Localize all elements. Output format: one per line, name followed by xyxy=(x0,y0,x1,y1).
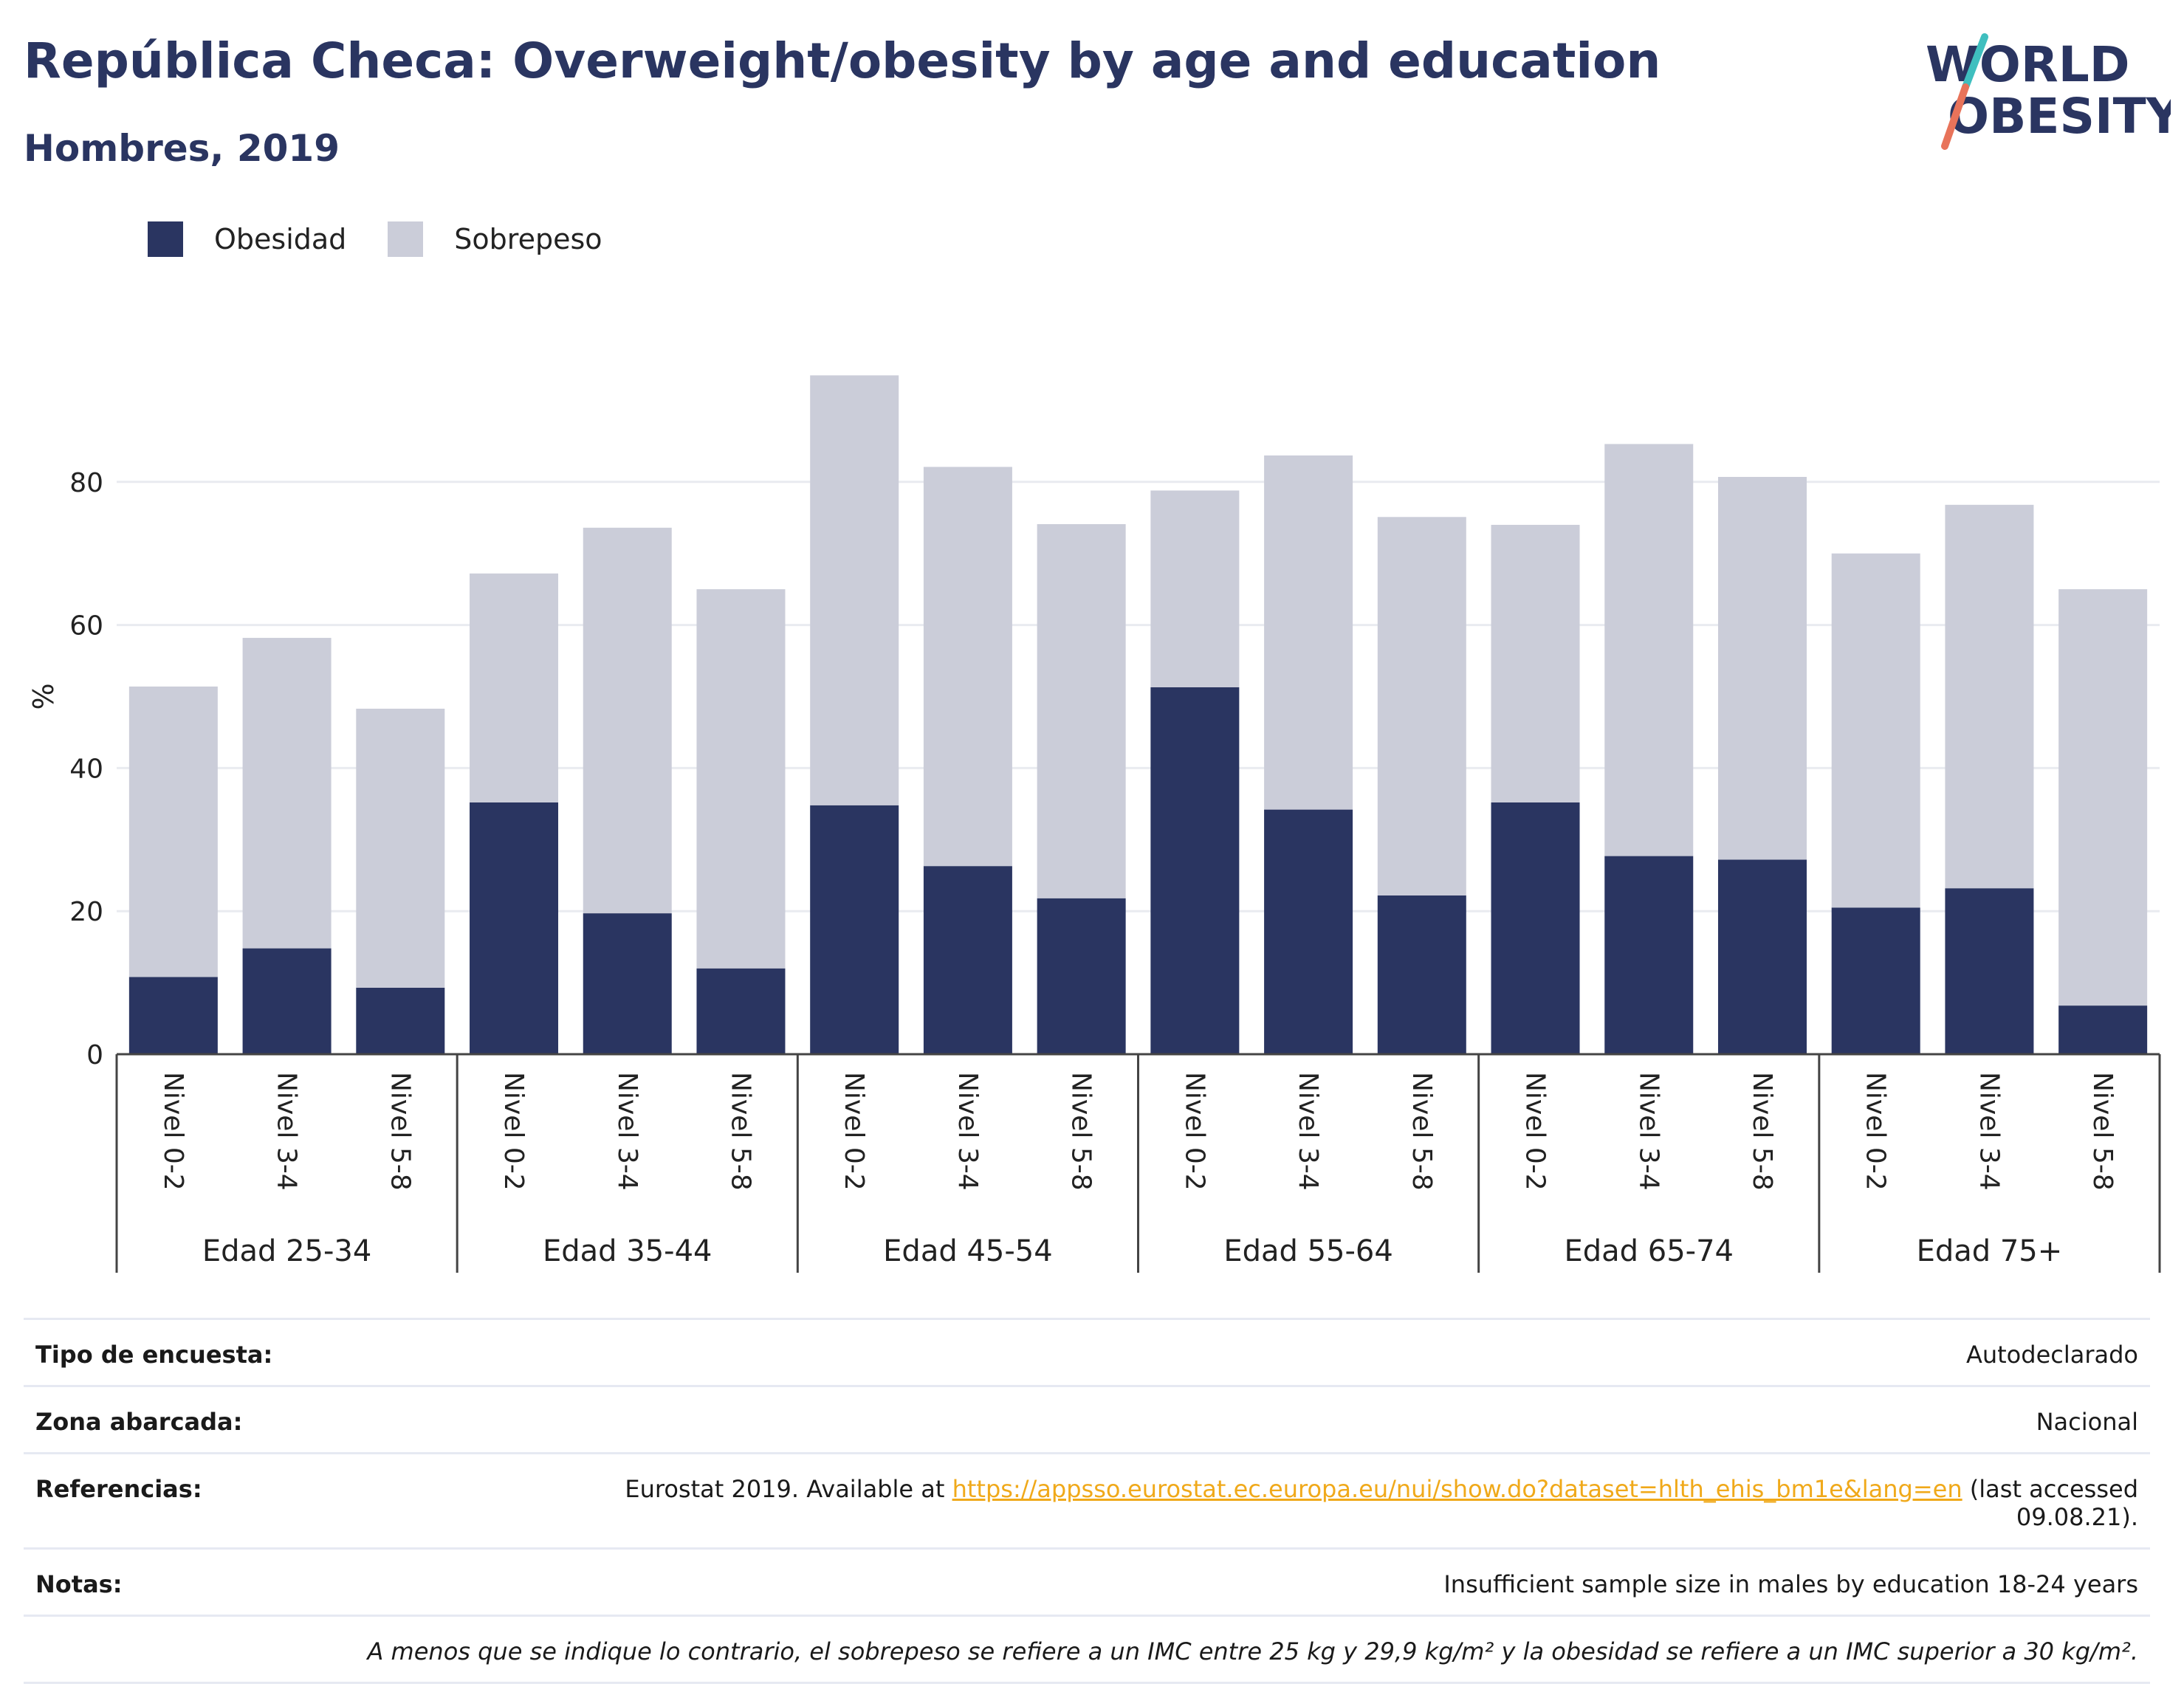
x-tick-label: Nivel 3-4 xyxy=(1293,1072,1323,1191)
bar-obesidad xyxy=(1491,802,1580,1054)
group-label: Edad 25-34 xyxy=(202,1234,372,1268)
x-tick-label: Nivel 0-2 xyxy=(158,1072,188,1191)
bar-sobrepeso xyxy=(1150,490,1240,687)
bar-obesidad xyxy=(1945,888,2034,1054)
x-tick-label: Nivel 5-8 xyxy=(385,1072,415,1191)
bar-obesidad xyxy=(1831,907,1920,1054)
info-label: Zona abarcada: xyxy=(35,1408,243,1436)
info-value: Nacional xyxy=(2036,1408,2138,1436)
stacked-bar-chart: 0 20 40 60 80% Nivel 0-2 Nivel 3-4 Nivel 5-8 Niv… xyxy=(27,375,2161,1273)
y-tick-label: 80 xyxy=(69,468,103,498)
reference-link[interactable]: https://appsso.eurostat.ec.europa.eu/nui… xyxy=(952,1475,1962,1503)
bar-sobrepeso xyxy=(923,467,1012,867)
legend-item-sobrepeso: Sobrepeso xyxy=(388,221,602,257)
bar-sobrepeso xyxy=(1037,523,1126,898)
bar-sobrepeso xyxy=(242,638,332,949)
reference-suffix: (last accessed 09.08.21). xyxy=(1962,1475,2138,1531)
info-label: Referencias: xyxy=(35,1475,202,1503)
info-label: Tipo de encuesta: xyxy=(35,1341,273,1369)
y-tick-label: 40 xyxy=(69,754,103,784)
y-axis-label: % xyxy=(27,683,60,709)
group-label: Edad 65-74 xyxy=(1564,1234,1734,1268)
legend-label-obesidad: Obesidad xyxy=(214,223,347,255)
bar-obesidad xyxy=(810,805,899,1054)
x-tick-label: Nivel 0-2 xyxy=(1861,1072,1891,1191)
bar-sobrepeso xyxy=(1945,504,2034,889)
bar-obesidad xyxy=(1717,859,1807,1054)
bar-sobrepeso xyxy=(1604,444,1694,856)
bar-sobrepeso xyxy=(696,589,786,969)
info-row-references: Referencias: Eurostat 2019. Available at… xyxy=(24,1452,2150,1547)
world-obesity-logo: WORLD OBESITY xyxy=(1926,33,2171,150)
info-label: Notas: xyxy=(35,1570,123,1598)
bar-sobrepeso xyxy=(810,375,899,805)
bar-obesidad xyxy=(1037,898,1126,1054)
bar-sobrepeso xyxy=(1264,455,1353,810)
x-tick-label: Nivel 5-8 xyxy=(1407,1072,1437,1191)
x-tick-label: Nivel 5-8 xyxy=(2087,1072,2118,1191)
x-tick-label: Nivel 3-4 xyxy=(1633,1072,1663,1191)
bar-obesidad xyxy=(128,977,218,1054)
bar-sobrepeso xyxy=(356,708,445,988)
bar-obesidad xyxy=(696,968,786,1054)
bar-obesidad xyxy=(1150,687,1240,1054)
info-table: Tipo de encuesta: Autodeclarado Zona aba… xyxy=(24,1318,2150,1684)
logo-stroke-coral xyxy=(1941,83,1969,150)
bar-sobrepeso xyxy=(583,527,672,914)
bar-obesidad xyxy=(2058,1005,2148,1054)
x-tick-label: Nivel 0-2 xyxy=(1520,1072,1551,1191)
bar-obesidad xyxy=(923,866,1012,1054)
bar-obesidad xyxy=(1377,895,1466,1054)
bar-sobrepeso xyxy=(128,686,218,977)
bar-sobrepeso xyxy=(2058,589,2148,1006)
info-value: Eurostat 2019. Available at https://apps… xyxy=(514,1475,2138,1531)
logo-stroke-teal xyxy=(1962,33,1988,91)
definition-note: A menos que se indique lo contrario, el … xyxy=(367,1637,2138,1665)
y-tick-label: 0 xyxy=(86,1040,103,1070)
chart-legend: Obesidad Sobrepeso xyxy=(148,221,644,257)
bar-sobrepeso xyxy=(1831,553,1920,908)
bar-obesidad xyxy=(356,987,445,1054)
x-tick-label: Nivel 3-4 xyxy=(952,1072,983,1191)
x-tick-label: Nivel 3-4 xyxy=(1974,1072,2004,1191)
bar-sobrepeso xyxy=(1717,477,1807,860)
page-subtitle: Hombres, 2019 xyxy=(24,127,340,170)
bar-obesidad xyxy=(470,802,559,1054)
info-value: Autodeclarado xyxy=(1965,1341,2138,1369)
logo-line1: WORLD xyxy=(1926,36,2130,93)
legend-swatch-obesidad xyxy=(148,221,183,257)
info-value: Insufficient sample size in males by edu… xyxy=(1443,1570,2138,1598)
group-label: Edad 55-64 xyxy=(1223,1234,1393,1268)
x-tick-label: Nivel 5-8 xyxy=(1066,1072,1096,1191)
bar-obesidad xyxy=(1264,809,1353,1054)
info-row-coverage: Zona abarcada: Nacional xyxy=(24,1385,2150,1452)
info-row-definition: A menos que se indique lo contrario, el … xyxy=(24,1615,2150,1684)
page-title: República Checa: Overweight/obesity by a… xyxy=(24,32,1661,89)
bar-obesidad xyxy=(583,913,672,1054)
group-label: Edad 45-54 xyxy=(883,1234,1053,1268)
bar-sobrepeso xyxy=(1377,517,1466,895)
x-tick-label: Nivel 5-8 xyxy=(1747,1072,1777,1191)
x-tick-label: Nivel 0-2 xyxy=(1179,1072,1209,1191)
y-tick-label: 60 xyxy=(69,611,103,642)
legend-item-obesidad: Obesidad xyxy=(148,221,346,257)
reference-prefix: Eurostat 2019. Available at xyxy=(625,1475,952,1503)
x-tick-label: Nivel 3-4 xyxy=(272,1072,302,1191)
legend-swatch-sobrepeso xyxy=(388,221,424,257)
info-row-notes: Notas: Insufficient sample size in males… xyxy=(24,1547,2150,1615)
group-label: Edad 35-44 xyxy=(543,1234,712,1268)
logo-line2: OBESITY xyxy=(1948,88,2171,145)
x-tick-label: Nivel 0-2 xyxy=(839,1072,869,1191)
x-tick-label: Nivel 3-4 xyxy=(612,1072,642,1191)
info-row-survey-type: Tipo de encuesta: Autodeclarado xyxy=(24,1318,2150,1385)
bar-sobrepeso xyxy=(470,573,559,802)
bar-obesidad xyxy=(242,948,332,1054)
x-tick-label: Nivel 0-2 xyxy=(498,1072,529,1191)
bar-obesidad xyxy=(1604,856,1694,1054)
group-label: Edad 75+ xyxy=(1917,1234,2063,1268)
legend-label-sobrepeso: Sobrepeso xyxy=(454,223,602,255)
y-tick-label: 20 xyxy=(69,897,103,927)
x-tick-label: Nivel 5-8 xyxy=(725,1072,755,1191)
bar-sobrepeso xyxy=(1491,524,1580,802)
